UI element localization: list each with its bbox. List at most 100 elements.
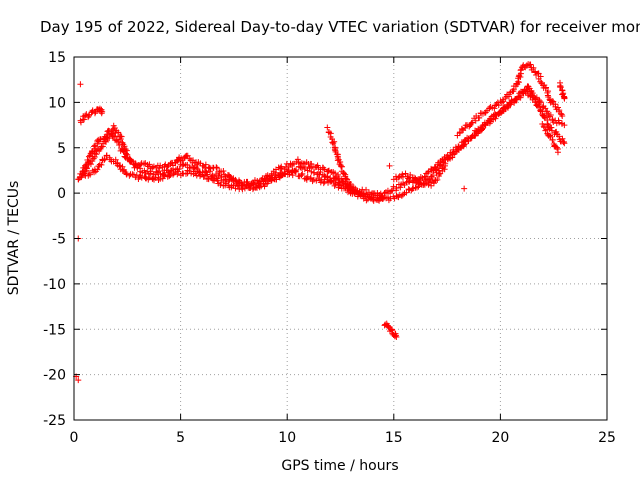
data-point bbox=[115, 138, 122, 145]
data-point bbox=[122, 150, 129, 157]
data-point bbox=[263, 175, 270, 182]
data-point bbox=[554, 149, 561, 156]
data-point bbox=[461, 141, 468, 148]
data-point bbox=[441, 162, 448, 169]
x-tick-label: 10 bbox=[278, 430, 296, 446]
data-point bbox=[115, 129, 122, 136]
data-point bbox=[299, 170, 306, 177]
data-point bbox=[500, 98, 507, 105]
data-point bbox=[340, 170, 347, 177]
data-point bbox=[544, 108, 551, 115]
data-point bbox=[515, 79, 522, 86]
data-point bbox=[309, 178, 316, 185]
data-point bbox=[415, 181, 422, 188]
data-point bbox=[218, 179, 225, 186]
data-point bbox=[458, 125, 465, 132]
data-point bbox=[553, 144, 560, 151]
data-point bbox=[85, 158, 92, 165]
data-point bbox=[413, 184, 420, 191]
data-point bbox=[358, 191, 365, 198]
data-point bbox=[249, 186, 256, 193]
data-point bbox=[91, 110, 98, 117]
data-point bbox=[137, 161, 144, 168]
data-point bbox=[308, 168, 315, 175]
data-point bbox=[307, 174, 314, 181]
data-point bbox=[512, 96, 519, 103]
data-point bbox=[146, 174, 153, 181]
data-point bbox=[98, 161, 105, 168]
data-point bbox=[146, 161, 153, 168]
data-point bbox=[175, 168, 182, 175]
data-point bbox=[468, 120, 475, 127]
data-point bbox=[476, 114, 483, 121]
data-point bbox=[388, 327, 395, 334]
data-point bbox=[147, 170, 154, 177]
data-point bbox=[561, 122, 568, 129]
y-tick-label: 5 bbox=[57, 141, 66, 157]
data-point bbox=[91, 148, 98, 155]
y-tick-label: -10 bbox=[43, 277, 66, 293]
data-point bbox=[126, 172, 133, 179]
data-point bbox=[465, 138, 472, 145]
data-point bbox=[298, 165, 305, 172]
data-point bbox=[235, 183, 242, 190]
data-point bbox=[556, 119, 563, 126]
data-point bbox=[202, 167, 209, 174]
data-point bbox=[554, 104, 561, 111]
data-point bbox=[176, 165, 183, 172]
data-point bbox=[397, 184, 404, 191]
data-point bbox=[402, 170, 409, 177]
data-point bbox=[393, 185, 400, 192]
data-point bbox=[94, 166, 101, 173]
data-point bbox=[170, 170, 177, 177]
data-point bbox=[87, 171, 94, 178]
data-point bbox=[529, 92, 536, 99]
data-point bbox=[317, 179, 324, 186]
data-point bbox=[292, 168, 299, 175]
data-point bbox=[298, 172, 305, 179]
y-tick-label: -20 bbox=[43, 368, 66, 384]
data-point bbox=[537, 73, 544, 80]
data-point bbox=[335, 184, 342, 191]
data-point bbox=[557, 84, 564, 91]
plot-frame bbox=[73, 56, 608, 421]
data-point bbox=[330, 140, 337, 147]
data-point bbox=[548, 124, 555, 131]
data-point bbox=[155, 168, 162, 175]
data-point bbox=[271, 174, 278, 181]
data-point bbox=[511, 99, 518, 106]
data-point bbox=[517, 92, 524, 99]
data-point bbox=[495, 102, 502, 109]
data-point bbox=[536, 97, 543, 104]
data-point bbox=[311, 169, 318, 176]
data-point bbox=[561, 140, 568, 147]
data-point bbox=[335, 171, 342, 178]
data-point bbox=[517, 74, 524, 81]
data-point bbox=[289, 172, 296, 179]
data-point bbox=[436, 162, 443, 169]
y-tick-label: -5 bbox=[52, 232, 66, 248]
data-point bbox=[523, 86, 530, 93]
data-point bbox=[154, 169, 161, 176]
data-point bbox=[403, 189, 410, 196]
data-point bbox=[214, 177, 221, 184]
data-point bbox=[498, 99, 505, 106]
x-tick-label: 20 bbox=[491, 430, 509, 446]
data-point bbox=[560, 90, 567, 97]
data-point bbox=[380, 195, 387, 202]
data-point bbox=[547, 132, 554, 139]
data-point bbox=[491, 105, 498, 112]
data-point bbox=[504, 104, 511, 111]
data-point bbox=[160, 173, 167, 180]
data-point bbox=[292, 168, 299, 175]
data-point bbox=[527, 61, 534, 68]
data-point bbox=[256, 184, 263, 191]
data-point bbox=[174, 171, 181, 178]
data-point bbox=[200, 173, 207, 180]
data-point bbox=[98, 110, 105, 117]
data-point bbox=[547, 133, 554, 140]
data-point bbox=[123, 151, 130, 158]
data-point bbox=[134, 164, 141, 171]
x-axis-label: GPS time / hours bbox=[281, 458, 398, 474]
